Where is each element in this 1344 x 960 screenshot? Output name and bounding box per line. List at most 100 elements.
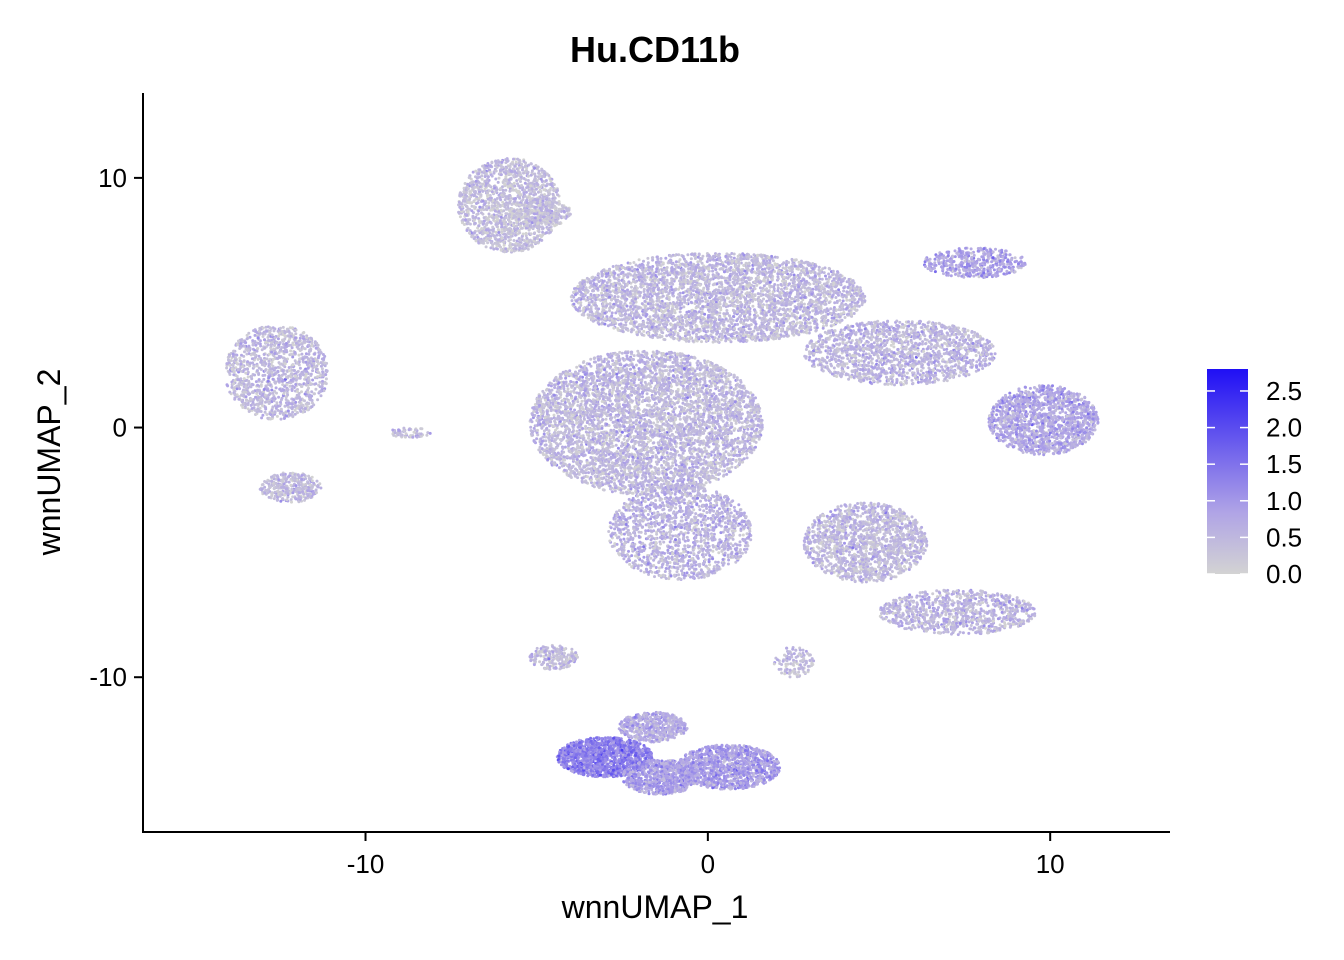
cell-point (736, 322, 740, 326)
cell-point (540, 175, 544, 179)
cell-point (486, 177, 490, 181)
cell-point (661, 331, 665, 335)
cell-point (858, 288, 862, 292)
cell-point (548, 192, 552, 196)
cell-point (732, 296, 736, 300)
cell-point (551, 192, 555, 196)
cell-point (510, 202, 514, 206)
cell-point (600, 272, 604, 276)
cell-point (750, 258, 754, 262)
cell-point (500, 236, 504, 240)
cell-point (665, 334, 669, 338)
cell-point (548, 204, 552, 208)
cell-point (557, 222, 561, 225)
cell-point (805, 268, 809, 271)
cell-point (672, 336, 676, 340)
cell-point (494, 230, 498, 234)
cell-point (463, 196, 467, 200)
cell-point (735, 331, 738, 334)
cell-point (462, 186, 466, 190)
cell-point (635, 330, 639, 334)
cell-point (693, 257, 697, 260)
cell-point (765, 287, 769, 291)
cell-point (863, 299, 867, 303)
cell-point (736, 269, 740, 273)
cell-point (515, 239, 519, 243)
cell-point (560, 204, 564, 208)
cell-point (632, 268, 636, 272)
cell-point (682, 305, 686, 309)
cell-point (777, 337, 781, 341)
cell-point (484, 172, 488, 176)
cell-point (776, 283, 780, 287)
cell-point (547, 228, 551, 232)
cell-point (645, 275, 649, 279)
cell-point (722, 304, 726, 308)
cell-point (607, 286, 611, 290)
cell-point (627, 272, 631, 276)
cell-point (512, 157, 515, 161)
cell-point (517, 177, 521, 181)
cell-point (817, 293, 821, 297)
cell-point (508, 165, 512, 169)
cell-point (672, 294, 675, 298)
cell-point (724, 339, 728, 343)
cell-point (634, 316, 638, 320)
cell-point (464, 218, 468, 222)
cell-point (514, 244, 517, 248)
cell-point (709, 277, 713, 281)
cell-point (607, 268, 611, 272)
cell-point (656, 320, 660, 324)
cell-point (584, 286, 588, 290)
cell-point (458, 215, 462, 219)
cell-point (765, 303, 769, 307)
cell-point (471, 216, 475, 220)
cell-point (477, 180, 481, 184)
cell-point (507, 235, 510, 239)
cell-point (606, 324, 610, 328)
cell-point (589, 281, 592, 285)
cell-point (841, 299, 845, 303)
cell-point (822, 294, 826, 298)
cell-point (585, 305, 589, 309)
cell-point (515, 227, 518, 231)
cell-point (515, 211, 519, 215)
cell-point (616, 307, 620, 311)
cell-point (821, 315, 825, 319)
cell-point (612, 326, 616, 330)
cell-point (671, 278, 675, 281)
cell-point (644, 304, 648, 308)
cell-point (733, 327, 736, 330)
cell-point (771, 290, 775, 294)
cell-point (754, 322, 758, 326)
cell-point (689, 257, 693, 261)
cell-point (754, 339, 758, 343)
cell-point (713, 327, 717, 331)
cell-point (808, 282, 812, 286)
cell-point (732, 256, 736, 260)
cell-point (504, 228, 508, 232)
cell-point (729, 304, 733, 307)
cell-point (779, 283, 783, 286)
cell-point (492, 216, 495, 220)
cell-point (646, 293, 649, 296)
cell-point (738, 261, 742, 265)
cell-point (491, 243, 495, 247)
cell-point (811, 262, 815, 265)
cell-point (815, 326, 819, 330)
cell-point (840, 292, 844, 296)
cell-point (653, 319, 657, 323)
cell-point (719, 308, 723, 312)
cell-point (605, 272, 608, 276)
cell-point (512, 174, 516, 178)
cell-point (731, 308, 735, 312)
cell-point (523, 247, 527, 251)
cell-point (495, 225, 499, 228)
cell-point (648, 278, 652, 282)
cell-point (835, 291, 839, 295)
cell-point (628, 290, 632, 294)
cell-point (503, 232, 507, 236)
cell-point (802, 302, 806, 306)
cell-point (713, 339, 717, 343)
cell-point (478, 220, 482, 224)
